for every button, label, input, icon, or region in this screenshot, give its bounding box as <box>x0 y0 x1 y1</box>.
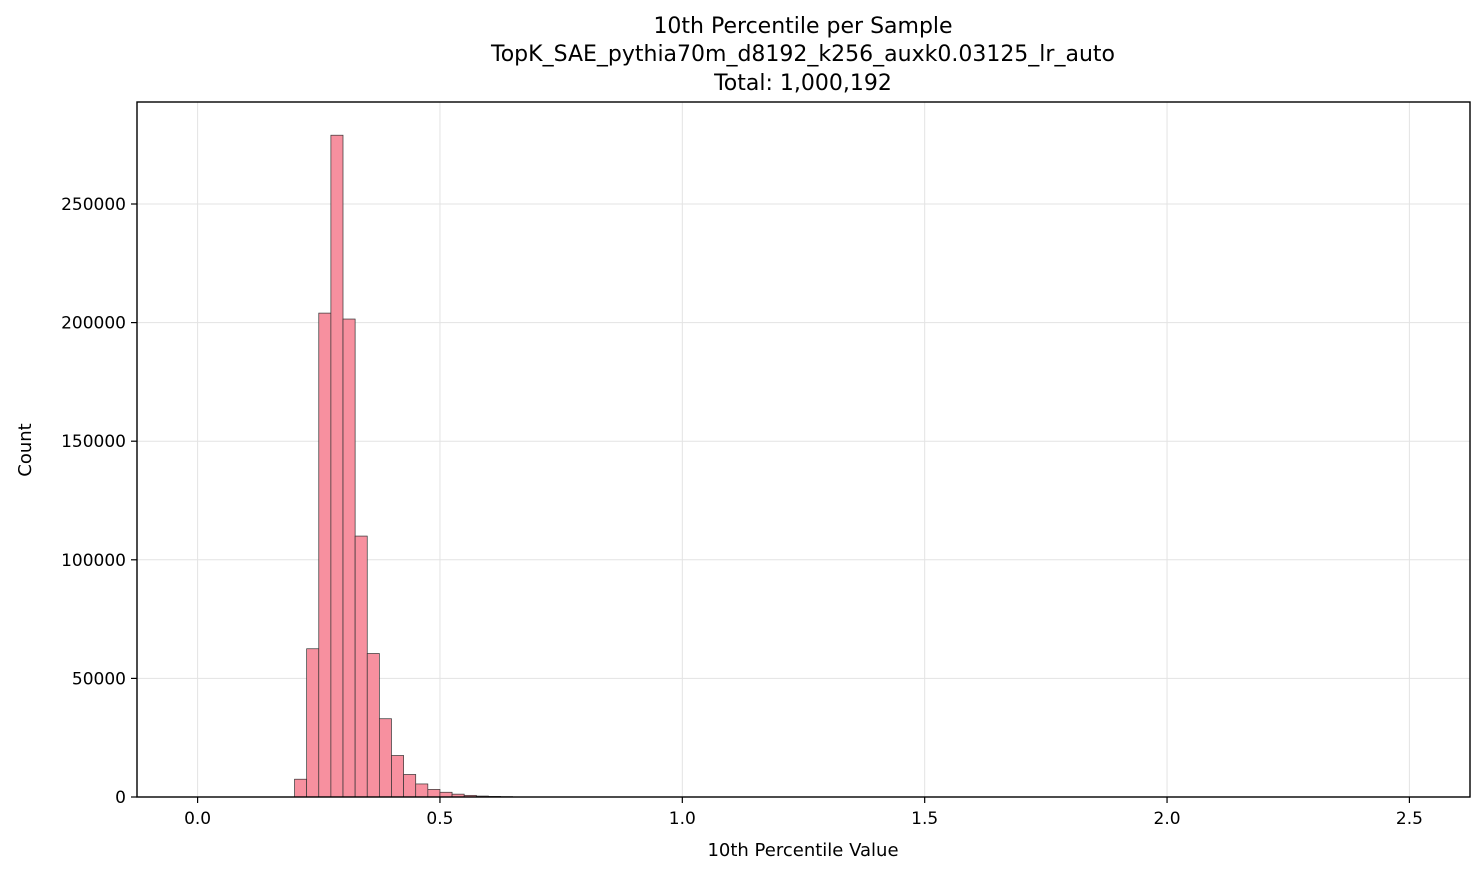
histogram-bar <box>403 774 417 798</box>
chart-title-line-2: TopK_SAE_pythia70m_d8192_k256_auxk0.0312… <box>490 42 1115 67</box>
plot-area-frame <box>136 101 1471 798</box>
histogram-bar <box>342 318 356 798</box>
y-tick-label: 200000 <box>61 314 126 334</box>
y-tick-label: 50000 <box>72 669 126 689</box>
y-tick-label: 150000 <box>61 432 126 452</box>
histogram-bar <box>427 789 441 798</box>
y-tick-label: 0 <box>115 788 126 808</box>
histogram-bar <box>391 755 404 798</box>
histogram-bar <box>366 653 380 798</box>
chart-title-line-3: Total: 1,000,192 <box>713 71 892 96</box>
histogram-bar <box>306 648 320 798</box>
histogram-bar <box>379 718 392 798</box>
y-axis-ticks: 0 50000 100000 150000 200000 250000 <box>61 195 137 808</box>
histogram-bar <box>415 783 429 798</box>
histogram-bars <box>294 134 514 798</box>
chart-title-line-1: 10th Percentile per Sample <box>653 14 952 39</box>
x-tick-label: 1.5 <box>911 809 938 829</box>
y-axis-label: Count <box>15 423 36 476</box>
histogram-bar <box>318 312 332 798</box>
histogram-bar <box>294 778 308 798</box>
y-tick-label: 100000 <box>61 551 126 571</box>
x-tick-label: 2.5 <box>1396 809 1423 829</box>
x-tick-label: 0.0 <box>184 809 211 829</box>
y-tick-label: 250000 <box>61 195 126 215</box>
x-axis-label: 10th Percentile Value <box>707 840 898 861</box>
histogram-bar <box>330 134 344 798</box>
x-axis-ticks: 0.0 0.5 1.0 1.5 2.0 2.5 <box>184 797 1423 829</box>
x-tick-label: 0.5 <box>426 809 453 829</box>
histogram-bar <box>439 791 453 798</box>
x-tick-label: 1.0 <box>669 809 696 829</box>
x-tick-label: 2.0 <box>1154 809 1181 829</box>
histogram-bar <box>354 535 368 798</box>
